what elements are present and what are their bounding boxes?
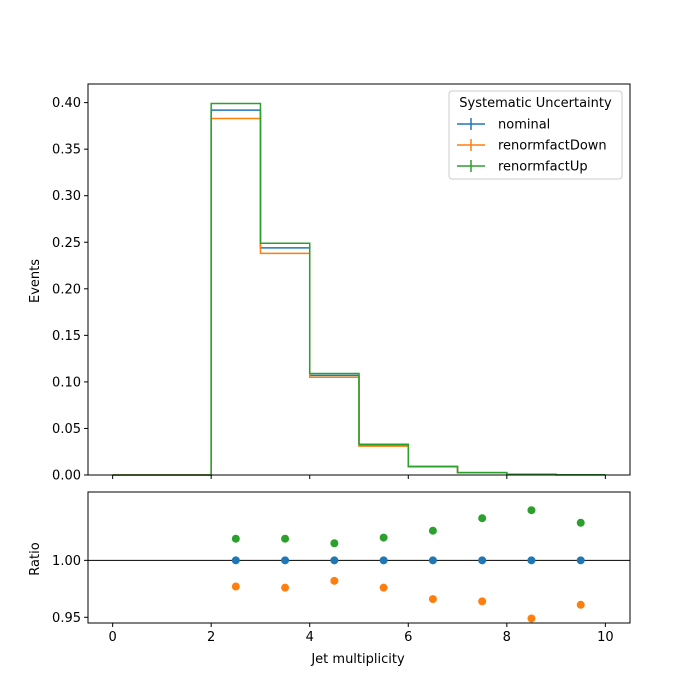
main-panel: Events 0.00 0.05 0.10 0.15 0.20 0.25 0.30 0.35 0… — [28, 83, 631, 484]
ratio-point-2-7 — [576, 518, 585, 527]
x-tick-label: 6 — [404, 630, 412, 645]
main-y-tick-label: 0.40 — [52, 96, 81, 111]
ratio-point-0-4 — [428, 556, 437, 565]
ratio-point-2-1 — [281, 534, 290, 543]
ratio-point-0-0 — [231, 556, 240, 565]
legend-title: Systematic Uncertainty — [459, 96, 612, 111]
legend-label: renormfactUp — [498, 160, 588, 175]
ratio-point-0-6 — [527, 556, 536, 565]
ratio-point-0-7 — [576, 556, 585, 565]
x-tick-label: 2 — [207, 630, 215, 645]
ratio-point-0-1 — [281, 556, 290, 565]
legend-entry-0: nominal — [457, 118, 550, 133]
ratio-point-2-4 — [428, 526, 437, 535]
ratio-point-1-3 — [379, 583, 388, 592]
main-y-tick-label: 0.00 — [52, 469, 81, 484]
main-y-tick-label: 0.10 — [52, 375, 81, 390]
main-y-tick-label: 0.25 — [52, 236, 81, 251]
ratio-point-2-5 — [478, 514, 487, 523]
ratio-point-1-1 — [281, 583, 290, 592]
legend-box — [448, 90, 623, 180]
ratio-point-0-3 — [379, 556, 388, 565]
series-line-2 — [112, 102, 606, 476]
ratio-point-2-3 — [379, 533, 388, 542]
main-y-tick-label: 0.20 — [52, 282, 81, 297]
x-axis-label: Jet multiplicity — [310, 652, 405, 667]
main-y-axis-label: Events — [28, 259, 43, 303]
main-y-tick-label: 0.35 — [52, 143, 81, 158]
ratio-point-1-5 — [478, 597, 487, 606]
ratio-point-0-2 — [330, 556, 339, 565]
main-y-tick-label: 0.05 — [52, 422, 81, 437]
legend: Systematic Uncertainty nominal renormfactD… — [448, 90, 623, 180]
ratio-y-tick-label: 1.00 — [52, 554, 81, 569]
ratio-plot-frame — [87, 491, 631, 624]
legend-label: renormfactDown — [498, 139, 607, 154]
ratio-point-1-2 — [330, 576, 339, 585]
x-tick-label: 8 — [503, 630, 511, 645]
ratio-point-1-6 — [527, 614, 536, 623]
ratio-y-tick-label: 0.95 — [52, 611, 81, 626]
main-plot-frame — [87, 83, 631, 476]
legend-entry-1: renormfactDown — [457, 139, 607, 154]
ratio-y-axis-label: Ratio — [28, 542, 43, 575]
legend-entry-2: renormfactUp — [457, 160, 588, 175]
ratio-point-1-0 — [231, 582, 240, 591]
ratio-point-1-7 — [576, 600, 585, 609]
ratio-point-0-5 — [478, 556, 487, 565]
x-tick-label: 10 — [597, 630, 614, 645]
ratio-point-2-2 — [330, 539, 339, 548]
ratio-point-2-6 — [527, 506, 536, 515]
ratio-point-2-0 — [231, 534, 240, 543]
ratio-point-1-4 — [428, 595, 437, 604]
main-y-tick-label: 0.30 — [52, 189, 81, 204]
x-tick-label: 4 — [306, 630, 314, 645]
legend-label: nominal — [498, 118, 550, 133]
main-y-tick-label: 0.15 — [52, 329, 81, 344]
x-tick-label: 0 — [108, 630, 116, 645]
ratio-panel: Ratio Jet multiplicity 0.95 1.00 0 2 4 6 8 10 — [28, 491, 631, 667]
